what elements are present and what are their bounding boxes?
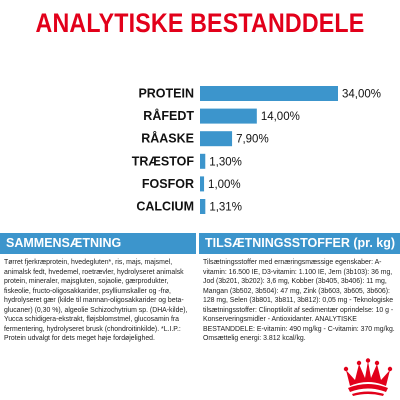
additives-text: Tilsætningsstoffer med ernæringsmæssige … bbox=[203, 259, 395, 342]
bar-value-fosfor: 1,00% bbox=[208, 179, 241, 191]
bar-calcium bbox=[200, 199, 206, 214]
bar-label-protein: PROTEIN bbox=[138, 87, 194, 101]
bar-value-tr-stof: 1,30% bbox=[209, 156, 242, 168]
bar-value-protein: 34,00% bbox=[342, 89, 381, 101]
bar-label-tr-stof: TRÆSTOF bbox=[132, 154, 195, 168]
additives-header: TILSÆTNINGSSTOFFER (pr. kg) bbox=[199, 233, 400, 254]
bar-r-aske bbox=[200, 131, 233, 147]
bar-label-calcium: CALCIUM bbox=[136, 200, 194, 214]
bar-r-fedt bbox=[200, 108, 257, 124]
royal-canin-crown-icon bbox=[343, 358, 393, 396]
bar-label-r-fedt: RÅFEDT bbox=[143, 108, 194, 123]
bar-fosfor bbox=[200, 176, 205, 192]
bar-tr-stof bbox=[200, 153, 206, 169]
bar-value-calcium: 1,31% bbox=[209, 202, 242, 214]
bar-value-r-fedt: 14,00% bbox=[261, 111, 300, 123]
bar-label-r-aske: RÅASKE bbox=[141, 131, 194, 146]
page-title: ANALYTISKE BESTANDDELE bbox=[35, 8, 365, 38]
bar-label-fosfor: FOSFOR bbox=[142, 177, 194, 191]
composition-header: SAMMENSÆTNING bbox=[0, 233, 196, 254]
bar-value-r-aske: 7,90% bbox=[236, 134, 269, 146]
bar-protein bbox=[200, 86, 338, 101]
composition-text: Tørret fjerkræprotein, hvedegluten*, ris… bbox=[4, 259, 188, 342]
nutrient-bar-chart: PROTEIN 34,00% RÅFEDT 14,00% RÅASKE 7,90% TRÆS… bbox=[132, 86, 381, 214]
